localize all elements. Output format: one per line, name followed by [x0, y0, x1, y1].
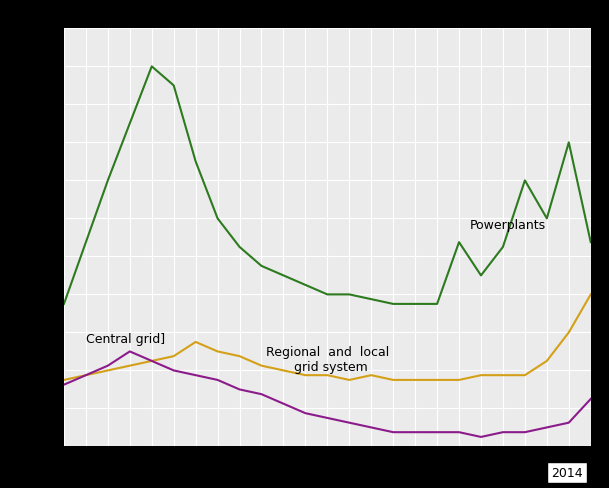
Text: 2014: 2014 [551, 466, 583, 479]
Text: Central grid]: Central grid] [86, 332, 165, 345]
Text: Powerplants: Powerplants [470, 219, 546, 231]
Text: Regional  and  local
  grid system: Regional and local grid system [266, 346, 389, 374]
